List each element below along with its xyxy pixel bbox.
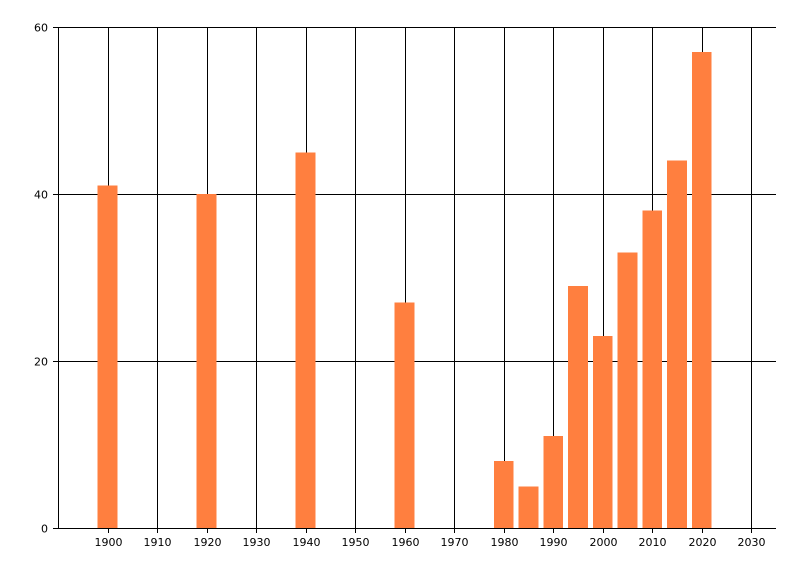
bars-layer (97, 52, 712, 529)
x-tick-label-1980: 1980 (491, 536, 519, 549)
bar-1995 (568, 285, 588, 528)
x-tick-label-2010: 2010 (639, 536, 667, 549)
x-tick-label-1950: 1950 (342, 536, 370, 549)
bar-1920 (196, 194, 217, 528)
bar-1900 (97, 185, 118, 528)
y-tick-label-40: 40 (34, 189, 48, 202)
x-tick-label-1930: 1930 (243, 536, 271, 549)
bar-2020 (691, 52, 712, 529)
y-tick-label-0: 0 (41, 523, 48, 536)
bar-1940 (295, 152, 316, 528)
x-tick-label-1940: 1940 (293, 536, 321, 549)
x-tick-label-1910: 1910 (144, 536, 172, 549)
x-tick-label-1990: 1990 (540, 536, 568, 549)
tick-labels-layer: 1900 1910 1920 1930 1940 1950 1960 1970 1980 1990… (34, 22, 766, 550)
bar-2000 (592, 335, 613, 528)
bar-2015 (667, 160, 687, 528)
x-tick-label-1970: 1970 (441, 536, 469, 549)
x-tick-label-2000: 2000 (590, 536, 618, 549)
bar-2005 (617, 252, 638, 528)
x-tick-label-1920: 1920 (194, 536, 222, 549)
bar-1985 (518, 486, 539, 528)
bar-1990 (543, 436, 564, 528)
bar-2010 (642, 210, 663, 528)
axes-layer (53, 27, 776, 533)
y-tick-label-20: 20 (34, 356, 48, 369)
x-tick-label-1900: 1900 (95, 536, 123, 549)
bar-1980 (493, 461, 514, 528)
x-tick-label-1960: 1960 (392, 536, 420, 549)
x-tick-label-2030: 2030 (738, 536, 766, 549)
bar-1960 (394, 302, 415, 528)
x-tick-label-2020: 2020 (689, 536, 717, 549)
y-tick-label-60: 60 (34, 22, 48, 35)
